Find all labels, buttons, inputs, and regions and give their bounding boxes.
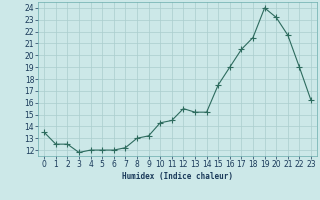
X-axis label: Humidex (Indice chaleur): Humidex (Indice chaleur) [122, 172, 233, 181]
